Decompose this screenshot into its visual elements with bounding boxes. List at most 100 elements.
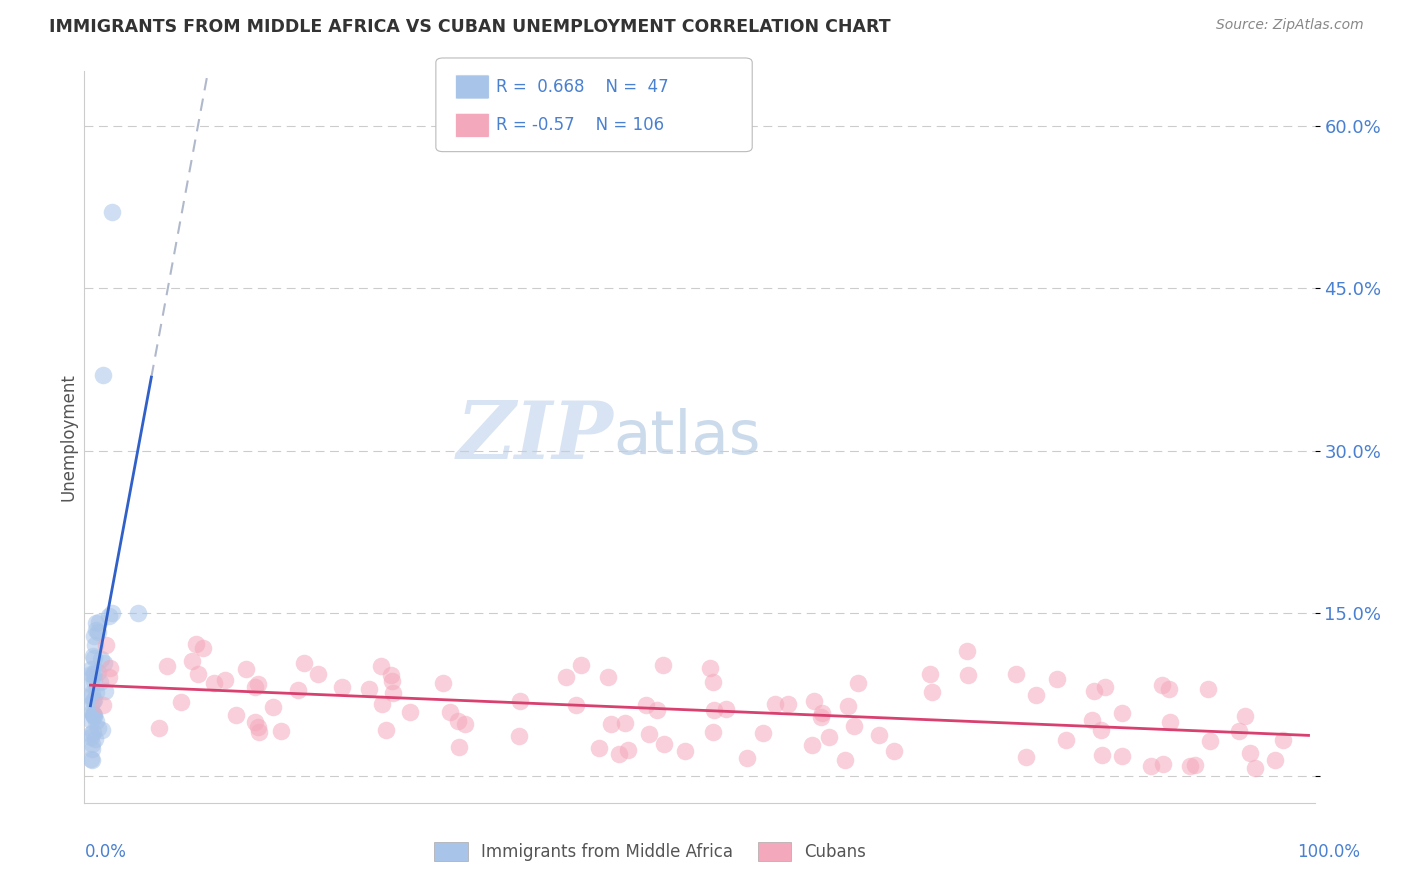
Point [600, 717, 623, 731]
Point [270, 723, 292, 738]
Point [204, 676, 226, 690]
Point [83, 651, 105, 665]
Point [1184, 758, 1206, 772]
Point [87, 721, 110, 735]
Point [84, 624, 107, 638]
Point [247, 677, 270, 691]
Point [588, 740, 610, 755]
Point [449, 739, 471, 754]
Point [82, 725, 104, 739]
Point [82, 668, 104, 682]
Point [1157, 681, 1180, 696]
Point [359, 681, 381, 696]
Point [225, 708, 247, 723]
Point [83, 693, 105, 707]
Point [1197, 681, 1219, 696]
Text: 0.0%: 0.0% [84, 843, 127, 861]
Point [86, 624, 108, 639]
Point [80, 727, 103, 741]
Point [80, 753, 103, 767]
Point [156, 659, 179, 673]
Point [262, 699, 284, 714]
Point [82, 706, 104, 721]
Point [381, 673, 404, 688]
Point [184, 637, 207, 651]
Point [247, 724, 270, 739]
Point [596, 670, 619, 684]
Point [91, 723, 114, 737]
Point [699, 661, 721, 675]
Point [89, 675, 111, 690]
Point [83, 707, 105, 722]
Point [381, 686, 404, 700]
Point [645, 703, 668, 717]
Point [1090, 723, 1112, 738]
Point [82, 693, 104, 707]
Point [80, 737, 103, 751]
Point [673, 744, 696, 758]
Point [1239, 747, 1261, 761]
Point [508, 730, 530, 744]
Point [752, 725, 775, 739]
Point [80, 752, 103, 766]
Point [90, 651, 112, 665]
Point [1081, 713, 1104, 727]
Point [84, 731, 107, 746]
Point [837, 698, 859, 713]
Point [613, 716, 636, 731]
Point [80, 677, 103, 691]
Point [1244, 761, 1267, 775]
Point [1150, 678, 1173, 692]
Point [214, 673, 236, 687]
Point [634, 698, 657, 713]
Point [1233, 708, 1256, 723]
Point [1152, 757, 1174, 772]
Point [235, 662, 257, 676]
Point [1094, 680, 1116, 694]
Point [868, 728, 890, 742]
Point [921, 685, 943, 699]
Point [956, 644, 979, 658]
Point [82, 707, 104, 722]
Point [454, 716, 477, 731]
Point [651, 657, 673, 672]
Point [170, 695, 193, 709]
Point [127, 606, 149, 620]
Point [84, 616, 107, 631]
Point [287, 683, 309, 698]
Y-axis label: Unemployment: Unemployment [59, 373, 77, 501]
Point [882, 744, 904, 758]
Point [370, 658, 392, 673]
Text: atlas: atlas [613, 408, 761, 467]
Point [735, 751, 758, 765]
Point [83, 674, 105, 689]
Point [846, 676, 869, 690]
Point [810, 706, 832, 720]
Text: R = -0.57    N = 106: R = -0.57 N = 106 [496, 116, 665, 134]
Point [1046, 672, 1069, 686]
Point [702, 675, 724, 690]
Point [89, 615, 111, 629]
Text: Source: ZipAtlas.com: Source: ZipAtlas.com [1216, 18, 1364, 32]
Point [82, 648, 104, 663]
Text: 100.0%: 100.0% [1298, 843, 1360, 861]
Point [187, 667, 209, 681]
Point [399, 705, 422, 719]
Point [810, 710, 832, 724]
Point [87, 665, 110, 680]
Point [84, 685, 107, 699]
Point [801, 739, 824, 753]
Point [439, 705, 461, 719]
Point [555, 670, 578, 684]
Point [1005, 667, 1028, 681]
Point [1178, 759, 1201, 773]
Point [447, 714, 470, 729]
Point [1054, 733, 1077, 747]
Point [638, 727, 661, 741]
Point [702, 724, 724, 739]
Point [245, 715, 267, 730]
Point [80, 741, 103, 756]
Point [818, 730, 841, 744]
Point [80, 730, 103, 744]
Point [80, 697, 103, 711]
